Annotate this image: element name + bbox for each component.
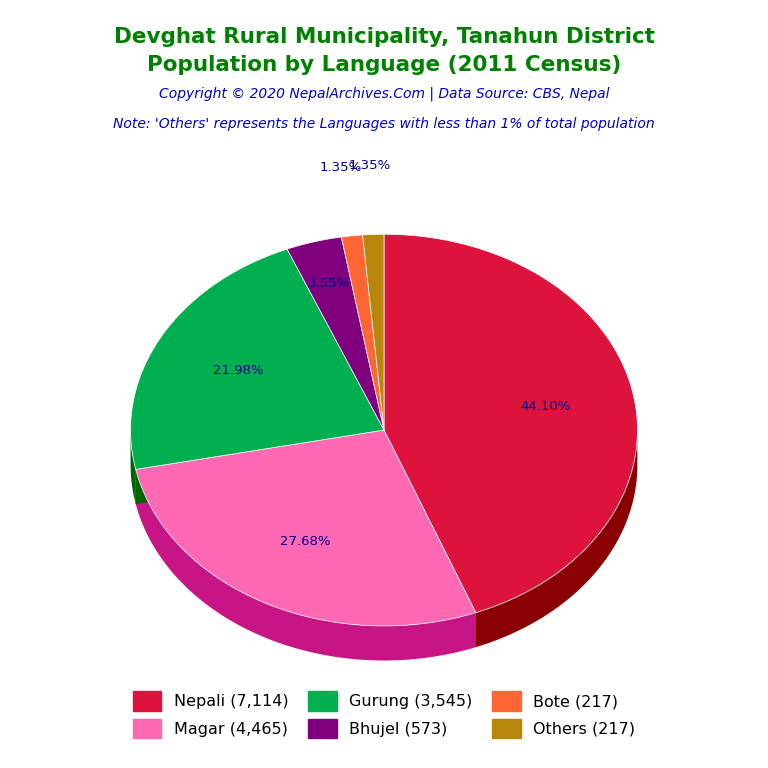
Polygon shape (362, 234, 384, 430)
Polygon shape (476, 435, 637, 647)
Text: Population by Language (2011 Census): Population by Language (2011 Census) (147, 55, 621, 75)
Legend: Nepali (7,114), Magar (4,465), Gurung (3,545), Bhujel (573), Bote (217), Others : Nepali (7,114), Magar (4,465), Gurung (3… (126, 685, 642, 745)
Polygon shape (384, 234, 637, 613)
Polygon shape (136, 430, 476, 626)
Polygon shape (384, 430, 476, 647)
Polygon shape (384, 430, 476, 647)
Polygon shape (136, 430, 384, 504)
Text: 44.10%: 44.10% (521, 400, 571, 413)
Text: 1.35%: 1.35% (319, 161, 362, 174)
Text: 3.55%: 3.55% (308, 276, 350, 290)
Text: 27.68%: 27.68% (280, 535, 330, 548)
Polygon shape (131, 432, 136, 504)
Polygon shape (136, 430, 384, 504)
Text: Devghat Rural Municipality, Tanahun District: Devghat Rural Municipality, Tanahun Dist… (114, 27, 654, 47)
Polygon shape (341, 235, 384, 430)
Polygon shape (131, 249, 384, 469)
Polygon shape (136, 469, 476, 660)
Text: 21.98%: 21.98% (214, 364, 263, 377)
Polygon shape (287, 237, 384, 430)
Text: Copyright © 2020 NepalArchives.Com | Data Source: CBS, Nepal: Copyright © 2020 NepalArchives.Com | Dat… (159, 86, 609, 101)
Text: 1.35%: 1.35% (349, 160, 391, 173)
Text: Note: 'Others' represents the Languages with less than 1% of total population: Note: 'Others' represents the Languages … (113, 117, 655, 131)
